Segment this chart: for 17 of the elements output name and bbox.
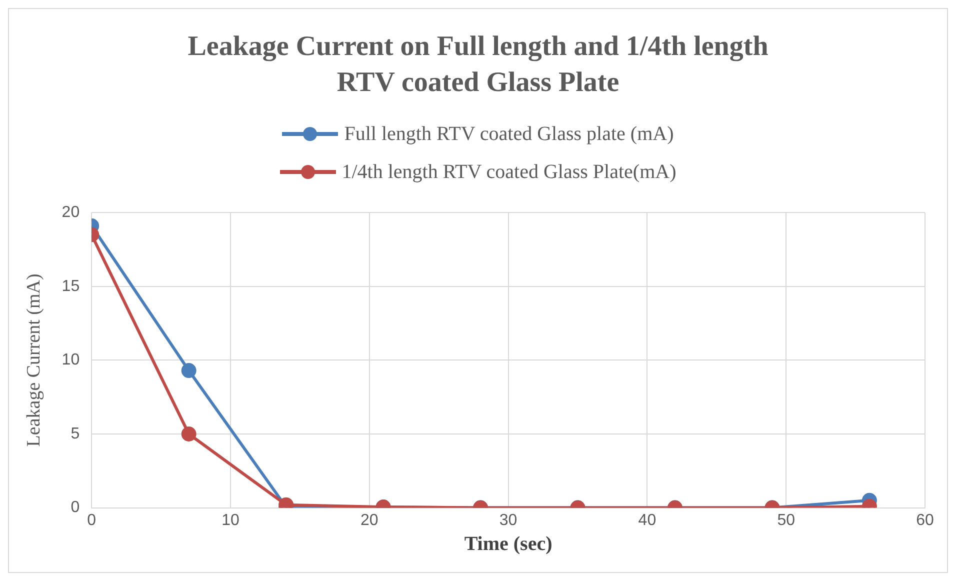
x-tick-label: 60	[916, 512, 934, 529]
y-tick-label: 5	[70, 425, 80, 442]
x-tick-label: 40	[638, 512, 656, 529]
legend-label: 1/4th length RTV coated Glass Plate(mA)	[342, 160, 676, 184]
y-tick-label: 20	[62, 204, 80, 222]
y-tick-label: 10	[62, 352, 80, 369]
x-tick-label: 0	[87, 512, 96, 529]
x-axis-title: Time (sec)	[464, 533, 552, 556]
x-tick-label: 20	[360, 512, 378, 529]
chart-title: Leakage Current on Full length and 1/4th length RTV coated Glass Plate	[186, 30, 770, 100]
x-tick-label: 10	[222, 512, 240, 529]
y-axis-title: Leakage Current (mA)	[23, 274, 44, 447]
x-tick-label: 30	[499, 512, 518, 529]
legend-label: Full length RTV coated Glass plate (mA)	[344, 122, 674, 146]
x-tick-label: 50	[777, 512, 796, 529]
y-tick-label: 0	[70, 499, 80, 516]
y-tick-label: 15	[62, 278, 80, 295]
